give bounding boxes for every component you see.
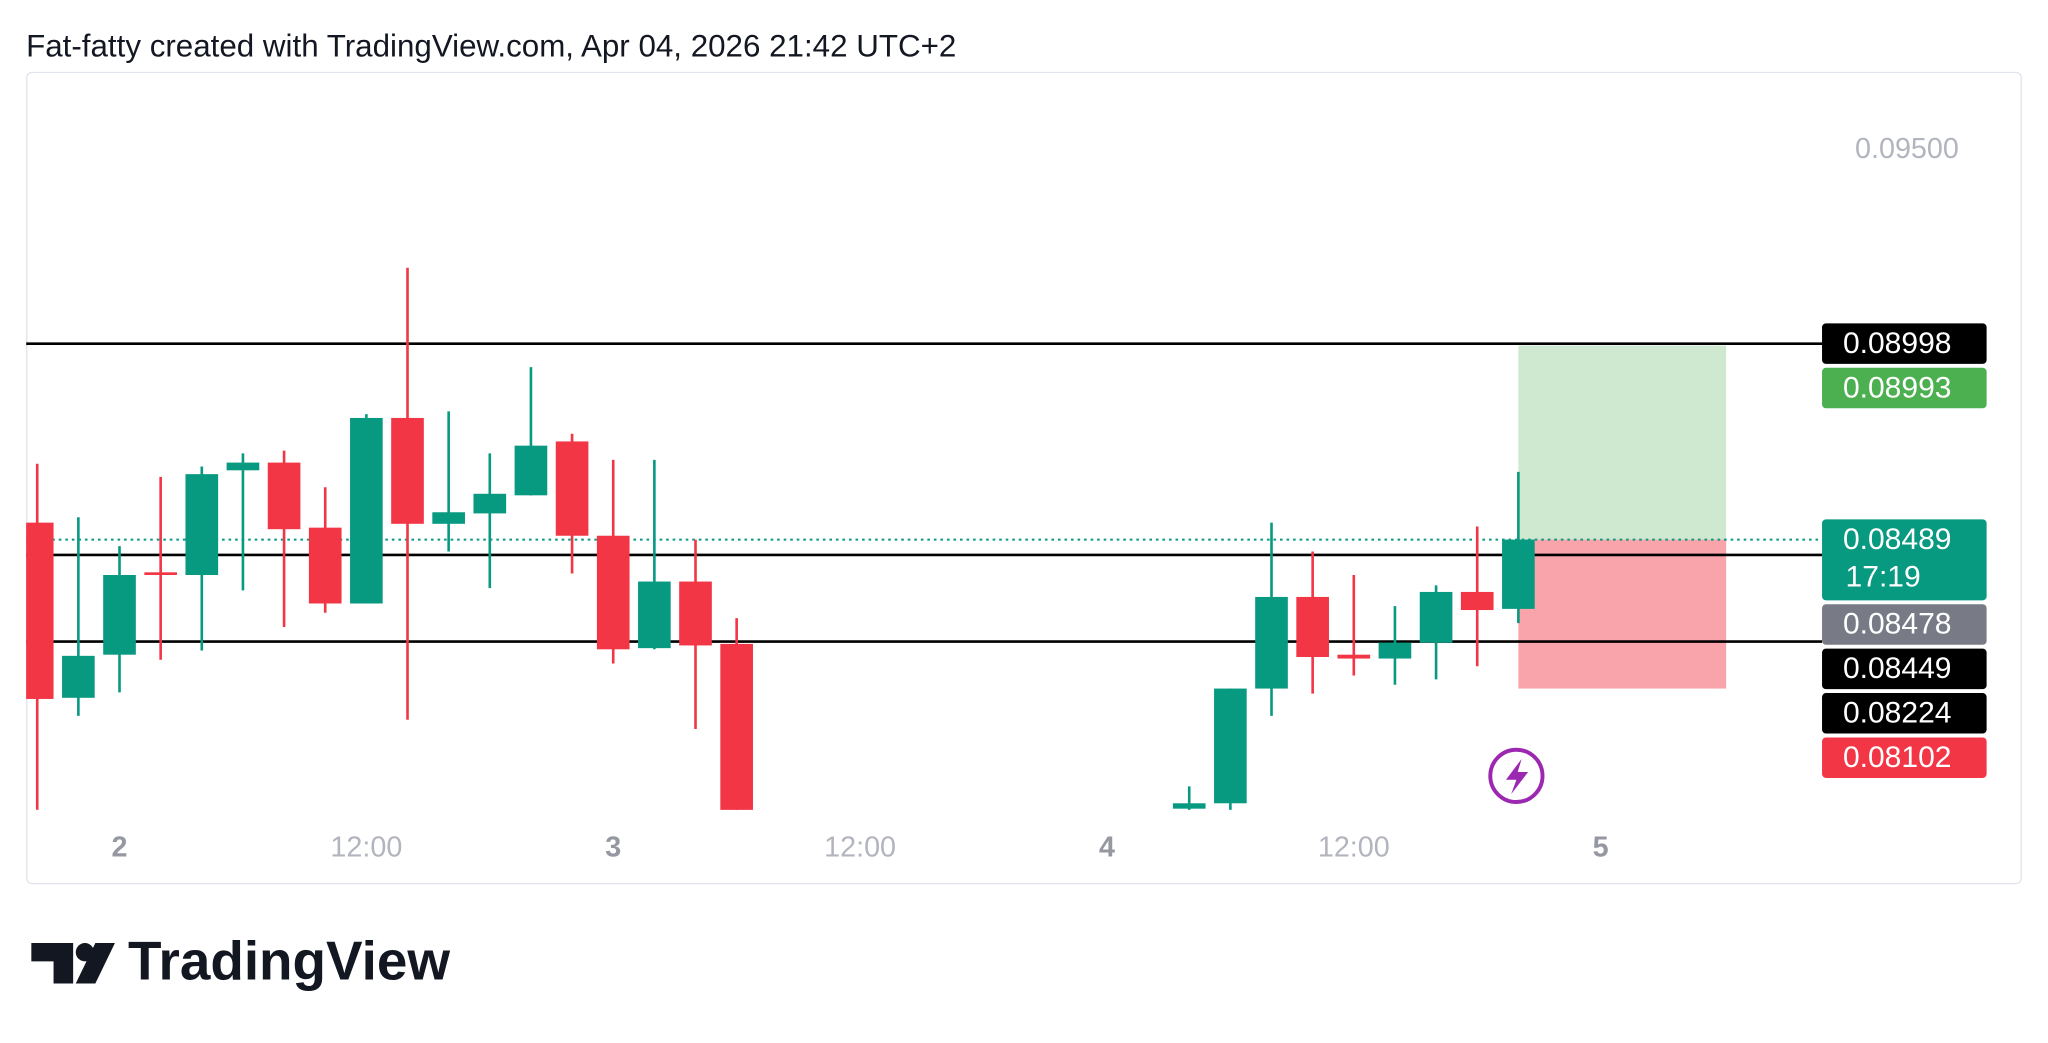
price-label: 0.08489	[1843, 523, 1952, 556]
price-countdown: 17:19	[1846, 561, 1921, 594]
candle-body	[391, 417, 424, 524]
candle-body	[720, 643, 753, 810]
chart-title: Fat-fatty created with TradingView.com, …	[26, 29, 956, 64]
price-label-box	[1822, 519, 1987, 601]
profit-zone	[1518, 345, 1727, 540]
candle-body	[1460, 591, 1494, 611]
candle-body	[1296, 596, 1329, 657]
candle-body	[267, 462, 301, 530]
axes: 0.09500 2 12:00 3 12:00 4 12:00 5 0.08998 0.08993…	[112, 133, 1987, 864]
x-tick-label: 2	[112, 832, 128, 864]
candle-body	[1419, 591, 1453, 643]
candle-body	[596, 535, 630, 650]
candle-body	[308, 527, 342, 604]
price-label-box	[1822, 648, 1987, 690]
candle-body	[1337, 654, 1371, 659]
candle-body	[103, 575, 136, 655]
candle-body	[144, 572, 177, 576]
candle-body	[555, 441, 589, 536]
chart-frame	[26, 71, 2022, 885]
x-tick-label: 12:00	[824, 832, 896, 864]
candle-body	[514, 445, 548, 496]
footer-logo-mark	[31, 943, 115, 984]
x-tick-label: 12:00	[330, 832, 402, 864]
candle-body	[1214, 688, 1247, 804]
loss-zone	[1518, 539, 1727, 689]
price-label-box	[1822, 604, 1987, 645]
price-label: 0.08998	[1843, 327, 1952, 360]
price-label-box	[1822, 367, 1987, 409]
x-tick-label: 12:00	[1318, 832, 1390, 864]
candle-body	[185, 474, 219, 576]
candle-body	[1255, 596, 1288, 689]
price-label: 0.08449	[1843, 652, 1952, 685]
price-label-box	[1822, 737, 1987, 778]
x-tick-label: 5	[1593, 832, 1609, 864]
y-tick-label: 0.09500	[1855, 133, 1959, 165]
price-label-box	[1822, 323, 1987, 364]
price-label: 0.08478	[1843, 608, 1952, 641]
x-tick-label: 4	[1099, 832, 1115, 864]
candle-body	[638, 581, 671, 649]
candle-body	[1502, 539, 1535, 609]
candle-body	[26, 522, 54, 699]
footer-logo: TradingView	[128, 930, 450, 992]
price-label: 0.08993	[1843, 371, 1952, 404]
candle-body	[62, 655, 95, 698]
candle-body	[350, 417, 383, 604]
candle-body	[473, 493, 507, 514]
x-tick-label: 3	[605, 832, 621, 864]
price-label: 0.08224	[1843, 697, 1952, 730]
candle-body	[679, 581, 712, 646]
candle-body	[432, 512, 465, 524]
price-label-box	[1822, 693, 1987, 734]
plot-area	[26, 267, 1823, 810]
price-label: 0.08102	[1843, 741, 1952, 774]
candle-body	[1172, 803, 1206, 809]
lightning-icon	[1488, 747, 1545, 804]
candle-body	[1378, 642, 1412, 659]
candle-body	[226, 462, 260, 471]
